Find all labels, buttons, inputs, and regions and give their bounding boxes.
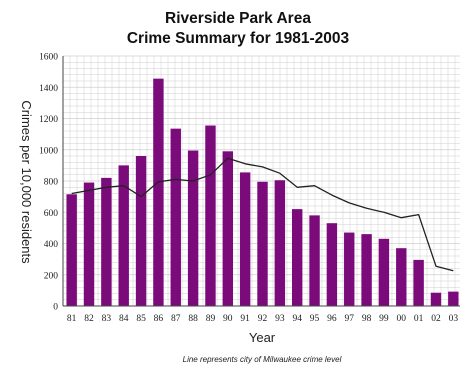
x-tick-label: 96 (327, 314, 337, 324)
bar (118, 165, 129, 306)
bar (448, 291, 459, 306)
chart-title-line-2: Crime Summary for 1981-2003 (127, 30, 350, 47)
bar (153, 78, 164, 306)
x-tick-label: 00 (397, 314, 407, 324)
bar (101, 177, 112, 306)
bar (344, 232, 355, 306)
x-tick-label: 94 (292, 314, 302, 324)
x-tick-label: 87 (171, 314, 181, 324)
x-tick-label: 99 (379, 314, 389, 324)
x-tick-label: 82 (84, 314, 94, 324)
bar (309, 215, 320, 306)
y-tick-label: 800 (44, 178, 59, 188)
bar (274, 180, 286, 306)
x-tick-label: 95 (310, 314, 320, 324)
x-tick-label: 91 (240, 314, 250, 324)
x-tick-label: 01 (414, 314, 424, 324)
bar (291, 209, 303, 306)
bar (83, 182, 95, 306)
bar (413, 259, 424, 306)
chart-title-line-1: Riverside Park Area (165, 10, 311, 27)
x-tick-label: 03 (449, 314, 459, 324)
bar (396, 248, 407, 306)
x-tick-label: 84 (119, 314, 129, 324)
x-axis-label: Year (249, 330, 276, 345)
bar (205, 125, 216, 306)
y-tick-label: 200 (44, 271, 59, 281)
line-series (71, 157, 454, 272)
y-tick-label: 400 (44, 240, 59, 250)
y-tick-label: 1200 (39, 115, 58, 125)
bar-series (66, 78, 459, 306)
bar (66, 194, 77, 306)
bar (239, 172, 251, 306)
bar (361, 234, 372, 306)
bar (135, 156, 147, 306)
x-tick-label: 90 (223, 314, 233, 324)
y-tick-label: 600 (44, 209, 59, 219)
y-tick-label: 0 (53, 303, 58, 313)
city-crime-line (71, 157, 454, 272)
bar (170, 128, 181, 306)
x-tick-label: 85 (136, 314, 146, 324)
x-tick-label: 83 (102, 314, 112, 324)
x-axis-ticks: 81 82 83 84 85 86 87 88 89 90 91 92 93 94 95 96 97 98 99 00… (67, 314, 458, 324)
bar (257, 181, 268, 306)
x-tick-label: 92 (258, 314, 268, 324)
y-tick-label: 1600 (39, 53, 58, 63)
bar (430, 292, 442, 306)
bar (378, 238, 390, 306)
bar (326, 223, 338, 306)
x-tick-label: 88 (188, 314, 198, 324)
x-tick-label: 93 (275, 314, 285, 324)
y-tick-label: 1000 (39, 146, 58, 156)
x-tick-label: 97 (344, 314, 354, 324)
y-axis-ticks: 0 200 400 600 800 1000 1200 1400 1600 (39, 53, 58, 313)
chart-footnote: Line represents city of Milwaukee crime … (183, 355, 342, 364)
bar (187, 150, 199, 306)
y-axis-label: Crimes per 10,000 residents (19, 100, 34, 264)
x-tick-label: 86 (154, 314, 164, 324)
x-tick-label: 81 (67, 314, 77, 324)
x-tick-label: 89 (206, 314, 216, 324)
bar (222, 151, 234, 306)
x-tick-label: 02 (431, 314, 441, 324)
y-tick-label: 1400 (39, 84, 58, 94)
x-tick-label: 98 (362, 314, 372, 324)
